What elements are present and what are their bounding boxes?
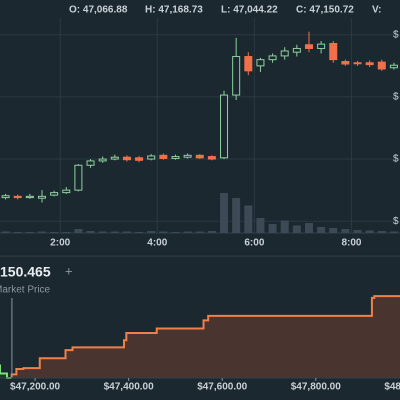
volume-bar [341,229,350,233]
candle-body [1,195,10,199]
volume-bar [365,230,374,233]
candle-body [62,189,71,194]
x-tick-label: $47,600.00 [197,382,247,393]
candle-body [353,62,362,65]
y-tick-label: $ [393,29,399,40]
candle-body [147,155,156,160]
volume-bar [389,231,398,233]
x-tick-label: 4:00 [147,238,167,249]
candle-body [317,43,326,49]
volume-bar [195,231,204,233]
candle-body [292,47,301,53]
candle-body [74,164,83,191]
volume-bar [256,218,265,233]
candle-body [377,61,386,70]
volume-bar [304,223,313,233]
candle-body [171,156,180,159]
volume-bar [220,193,229,233]
add-button[interactable]: + [65,263,73,278]
volume-bar [207,231,216,233]
market-price-caption: Market Price [0,285,51,296]
depth-area [0,364,12,378]
candle-body [365,62,374,66]
volume-bar [135,232,144,233]
candle-body [13,195,22,199]
header-low: L: 47,044.22 [221,5,278,16]
volume-bar [353,230,362,233]
candle-body [195,154,204,159]
candle-body [50,192,59,196]
volume-bar [171,232,180,233]
volume-bar [292,225,301,233]
candle-body [389,64,398,69]
candle-body [135,157,144,161]
candle-body [329,42,338,61]
candle-body [268,55,277,61]
candle-body [110,156,119,160]
volume-bar [98,231,107,233]
x-tick-label: 2:00 [50,238,70,249]
volume-bar [13,232,22,233]
candle-body [207,156,216,160]
header-high: H: 47,168.73 [145,5,203,16]
volume-bar [74,229,83,233]
candle-body [122,156,131,161]
candle-body [98,158,107,162]
x-tick-label: $47,200.00 [10,382,60,393]
market-price-label: 150.465 [0,264,51,280]
volume-bar [50,232,59,233]
candle-body [304,44,313,49]
volume-bar [86,231,95,233]
x-tick-label: 6:00 [244,238,264,249]
volume-bar [280,220,289,233]
y-tick-label: $ [393,216,399,227]
volume-bar [244,205,253,233]
header-volume: V: [372,5,381,16]
candle-body [341,61,350,65]
candle-body [159,154,168,159]
candle-body [244,56,253,72]
volume-bar [329,228,338,233]
volume-bar [37,231,46,233]
volume-bar [147,231,156,233]
candle-body [25,195,34,199]
candle-body [256,59,265,67]
volume-bar [268,224,277,233]
candle-body [183,154,192,158]
volume-bar [183,231,192,233]
volume-bar [377,231,386,233]
candle-body [86,160,95,166]
candle-body [220,94,229,159]
volume-bar [159,231,168,233]
y-tick-label: $ [393,92,399,103]
header-close: C: 47,150.72 [296,5,354,16]
depth-line [10,295,400,378]
volume-bar [232,198,241,233]
volume-bar [62,232,71,233]
header-open: O: 47,066.88 [69,5,128,16]
x-tick-label: $47,400.00 [104,382,154,393]
volume-bar [25,232,34,233]
volume-bar [317,227,326,233]
candle-body [37,195,46,199]
volume-bar [122,231,131,233]
x-tick-label: $48,000.00 [384,382,400,393]
candle-body [232,56,241,96]
y-tick-label: $ [393,154,399,165]
x-tick-label: 8:00 [341,238,361,249]
candle-body [280,50,289,57]
volume-bar [110,231,119,233]
x-tick-label: $47,800.00 [291,382,341,393]
volume-bar [1,231,10,233]
